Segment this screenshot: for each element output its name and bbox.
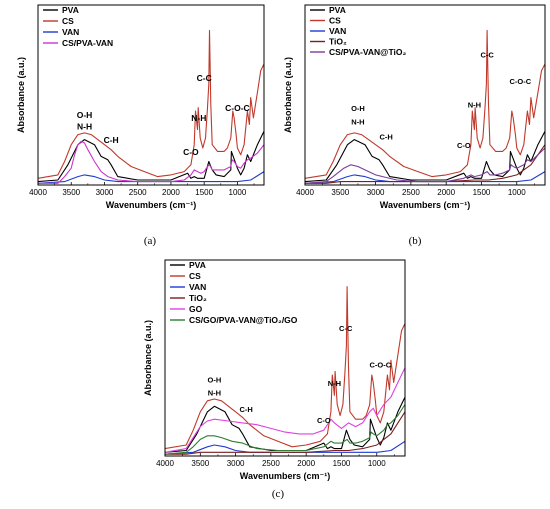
x-tick-label: 1000 bbox=[508, 188, 526, 197]
peak-annotation: C-O bbox=[183, 147, 199, 157]
series-line-a-1 bbox=[37, 29, 265, 179]
legend-label: CS/PVA-VAN bbox=[62, 38, 113, 48]
x-tick-label: 2000 bbox=[297, 459, 315, 468]
peak-annotation: C-C bbox=[480, 50, 494, 59]
legend-label: VAN bbox=[329, 26, 346, 36]
peak-annotation: C-O-C bbox=[509, 77, 531, 86]
plot-frame bbox=[304, 4, 546, 186]
peak-annotation: C-O-C bbox=[225, 103, 250, 113]
peak-annotation: C-C bbox=[339, 324, 353, 333]
peak-annotation: C-H bbox=[380, 133, 393, 142]
x-tick-label: 2500 bbox=[262, 459, 280, 468]
legend-label: TiO₂ bbox=[189, 293, 207, 303]
y-axis-label: Absorbance (a.u.) bbox=[143, 320, 153, 396]
legend-label: TiO₂ bbox=[329, 37, 347, 47]
series-line-c-0 bbox=[164, 396, 406, 453]
legend-label: GO bbox=[189, 304, 203, 314]
peak-annotation: N-H bbox=[191, 113, 206, 123]
x-tick-label: 4000 bbox=[156, 459, 174, 468]
legend-label: CS/GO/PVA-VAN@TiO₂/GO bbox=[189, 315, 298, 325]
legend-label: VAN bbox=[62, 27, 79, 37]
peak-annotation: N-H bbox=[351, 118, 364, 127]
plot-frame bbox=[164, 259, 406, 457]
peak-annotation: N-H bbox=[468, 101, 481, 110]
panel-caption: (a) bbox=[144, 235, 157, 247]
peak-annotation: C-C bbox=[197, 73, 212, 83]
series-line-c-5 bbox=[164, 404, 406, 455]
x-tick-label: 3500 bbox=[62, 188, 80, 197]
series-line-b-0 bbox=[304, 130, 546, 183]
peak-annotation: N-H bbox=[77, 122, 92, 132]
series-line-c-1 bbox=[164, 286, 406, 450]
x-tick-label: 1500 bbox=[333, 459, 351, 468]
legend-label: CS bbox=[189, 271, 201, 281]
x-tick-label: 3000 bbox=[227, 459, 245, 468]
peak-annotation: C-O bbox=[457, 141, 471, 150]
legend-label: CS bbox=[62, 16, 74, 26]
x-tick-label: 1500 bbox=[473, 188, 491, 197]
series-line-c-4 bbox=[164, 367, 406, 453]
legend-label: PVA bbox=[329, 5, 346, 15]
series-line-a-2 bbox=[37, 171, 265, 184]
peak-annotation: O-H bbox=[208, 375, 222, 384]
x-axis-label: Wavenumbers (cm⁻¹) bbox=[380, 200, 470, 210]
legend-label: VAN bbox=[189, 282, 206, 292]
chart-panel-c: 4000 3500 3000 2500 2000 1500 1000 Wavenumbers … bbox=[143, 259, 406, 500]
x-tick-label: 3500 bbox=[331, 188, 349, 197]
x-tick-label: 3500 bbox=[191, 459, 209, 468]
peak-annotation: N-H bbox=[328, 379, 341, 388]
series-line-a-0 bbox=[37, 130, 265, 183]
y-axis-label: Absorbance (a.u.) bbox=[16, 57, 26, 133]
series-line-b-4 bbox=[304, 147, 546, 184]
x-tick-label: 2000 bbox=[437, 188, 455, 197]
x-axis-label: Wavenumbers (cm⁻¹) bbox=[106, 200, 196, 210]
legend-label: CS bbox=[329, 16, 341, 26]
series-line-b-1 bbox=[304, 29, 546, 179]
x-tick-label: 1500 bbox=[195, 188, 213, 197]
peak-annotation: C-O-C bbox=[369, 361, 391, 370]
series-line-a-3 bbox=[38, 140, 265, 184]
legend-label: PVA bbox=[62, 5, 79, 15]
peak-annotation: N-H bbox=[208, 388, 221, 397]
peak-annotation: C-O bbox=[317, 416, 331, 425]
x-tick-label: 2000 bbox=[162, 188, 180, 197]
x-tick-label: 2500 bbox=[129, 188, 147, 197]
panel-caption: (c) bbox=[272, 488, 285, 500]
series-line-c-3 bbox=[165, 411, 406, 455]
panel-caption: (b) bbox=[409, 235, 422, 247]
peak-annotation: O-H bbox=[351, 104, 365, 113]
y-axis-label: Absorbance (a.u.) bbox=[283, 57, 293, 133]
legend-label: PVA bbox=[189, 260, 206, 270]
x-tick-label: 3000 bbox=[367, 188, 385, 197]
peak-annotation: C-H bbox=[104, 135, 119, 145]
x-tick-label: 4000 bbox=[29, 188, 47, 197]
x-tick-label: 3000 bbox=[96, 188, 114, 197]
x-tick-label: 4000 bbox=[296, 188, 314, 197]
chart-panel-a: 4000 3500 3000 2500 2000 1500 1000 Wavenumbers … bbox=[16, 4, 265, 247]
peak-annotation: O-H bbox=[77, 110, 93, 120]
series-line-b-3 bbox=[305, 144, 546, 184]
x-tick-label: 1000 bbox=[229, 188, 247, 197]
chart-panel-b: 4000 3500 3000 2500 2000 1500 1000 Wavenumbers … bbox=[283, 4, 546, 247]
peak-annotation: C-H bbox=[240, 405, 253, 414]
plot-frame bbox=[37, 4, 265, 186]
x-tick-label: 2500 bbox=[402, 188, 420, 197]
legend-label: CS/PVA-VAN@TiO₂ bbox=[329, 47, 406, 57]
x-tick-label: 1000 bbox=[368, 459, 386, 468]
x-axis-label: Wavenumbers (cm⁻¹) bbox=[240, 471, 330, 481]
